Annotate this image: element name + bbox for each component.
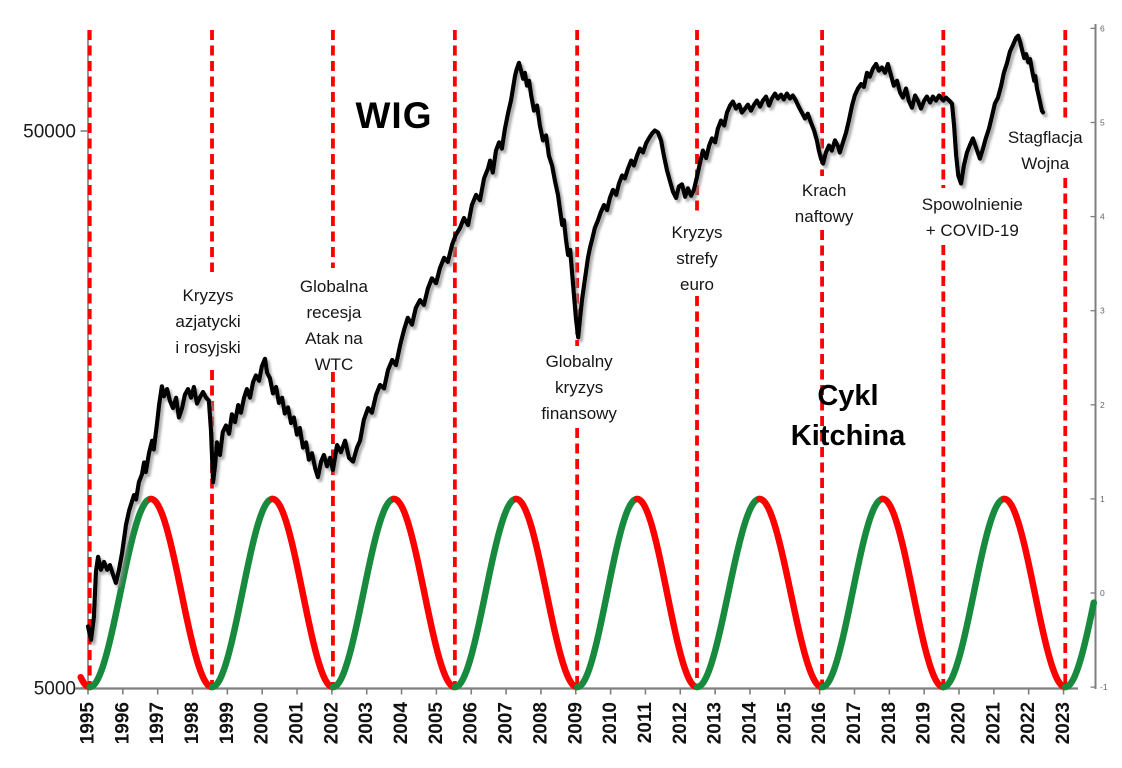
annotation-globalna-recesja-wtc: Globalna recesja Atak na WTC	[300, 274, 368, 378]
x-axis-year-label: 2012	[670, 702, 691, 744]
x-axis-year-label: 2015	[774, 702, 795, 745]
kitchin-cycle-segment	[208, 495, 276, 691]
x-axis-year-label: 2018	[879, 702, 900, 744]
annotation-krach-naftowy: Krach naftowy	[795, 178, 854, 230]
kitchin-cycle-segment	[940, 495, 1007, 691]
annotation-line: recesja	[306, 303, 362, 322]
kitchin-cycle-segment	[451, 495, 519, 691]
x-axis-year-label: 2019	[914, 702, 935, 744]
annotation-stagflacja-wojna: Stagflacja Wojna	[1003, 125, 1087, 177]
x-axis-year-label: 2010	[600, 702, 621, 744]
y-axis-right-label: 1	[1100, 494, 1105, 504]
x-axis-year-label: 2016	[809, 702, 830, 744]
x-axis-year-label: 2007	[496, 702, 517, 744]
y-axis-right-label: 4	[1100, 212, 1105, 222]
y-axis-right-label: 5	[1100, 118, 1105, 128]
kitchin-cycle-segment	[512, 495, 580, 691]
kitchin-cycle-segment	[693, 495, 762, 691]
x-axis-year-label: 1996	[112, 702, 133, 744]
kitchin-cycle-segment	[147, 495, 215, 691]
annotation-line: strefy	[676, 249, 718, 268]
x-axis-year-label: 2003	[356, 702, 377, 744]
annotation-line: Spowolnienie	[921, 195, 1023, 214]
kitchin-cycle-segment	[269, 495, 336, 691]
x-axis-year-label: 2002	[321, 702, 342, 744]
annotation-line: kryzys	[555, 378, 604, 397]
x-axis-year-label: 1995	[78, 702, 99, 745]
annotation-line: finansowy	[541, 404, 617, 423]
kitchin-cycle-label: Cykl Kitchina	[791, 376, 905, 456]
annotation-line: Wojna	[1021, 154, 1070, 173]
annotation-kryzys-strefy-euro: Kryzys strefy euro	[672, 220, 723, 298]
x-axis-year-label: 2023	[1053, 702, 1074, 744]
kitchin-cycle-segment	[818, 495, 886, 691]
x-axis-year-label: 2000	[252, 702, 273, 744]
x-axis-year-label: 2004	[391, 702, 412, 745]
annotation-line: + COVID-19	[925, 221, 1019, 240]
kitchin-cycle-label-line1: Cykl	[817, 380, 879, 412]
x-axis-year-label: 2020	[949, 702, 970, 744]
kitchin-cycle-segment	[879, 495, 946, 691]
annotation-kryzys-azjatycki: Kryzys azjatycki i rosyjski	[175, 283, 240, 361]
annotation-line: WTC	[314, 355, 354, 374]
wig-price-line	[85, 33, 1046, 642]
annotation-line: naftowy	[794, 207, 854, 226]
kitchin-cycle-segment	[1001, 495, 1068, 691]
annotation-line: Atak na	[305, 329, 363, 348]
annotation-line: Globalny	[545, 352, 613, 371]
y-axis-right-label: -1	[1100, 682, 1108, 692]
annotation-line: Stagflacja	[1007, 128, 1083, 147]
y-axis-right-label: 0	[1100, 588, 1105, 598]
y-axis-right-label: 3	[1100, 306, 1105, 316]
x-axis-year-label: 2017	[844, 702, 865, 744]
kitchin-cycle-segment	[1062, 599, 1098, 691]
x-axis-year-label: 1998	[182, 702, 203, 744]
kitchin-cycle-segment	[329, 495, 397, 691]
annotation-spowolnienie-covid: Spowolnienie + COVID-19	[922, 192, 1023, 244]
x-axis-year-label: 2008	[530, 702, 551, 744]
chart-title-wig: WIG	[355, 95, 433, 136]
kitchin-cycle-segment	[756, 495, 825, 691]
annotation-line: i rosyjski	[175, 338, 241, 357]
x-axis-year-label: 2001	[287, 702, 308, 745]
annotation-line: Globalna	[299, 277, 368, 296]
y-axis-right-label: 6	[1100, 23, 1105, 33]
annotation-line: azjatycki	[175, 312, 241, 331]
annotation-line: Krach	[801, 181, 847, 200]
x-axis-year-label: 2005	[426, 702, 447, 745]
x-axis-year-label: 2011	[635, 702, 656, 744]
annotation-line: euro	[679, 275, 715, 294]
x-axis-year-label: 1999	[217, 702, 238, 744]
x-axis-year-label: 2013	[705, 702, 726, 744]
x-axis-year-label: 1997	[147, 702, 168, 744]
annotation-line: Kryzys	[671, 223, 723, 242]
x-axis-year-label: 2006	[461, 702, 482, 744]
kitchin-cycle-segment	[573, 495, 639, 691]
y-axis-right-label: 2	[1100, 400, 1105, 410]
x-axis-year-label: 2009	[565, 702, 586, 744]
kitchin-cycle-segment	[390, 495, 458, 691]
x-axis-year-label: 2021	[983, 702, 1004, 745]
kitchin-cycle-label-line2: Kitchina	[790, 420, 906, 452]
x-axis-year-label: 2022	[1018, 702, 1039, 744]
y-axis-left-label: 50000	[23, 122, 76, 143]
kitchin-cycle-segment	[633, 495, 699, 691]
kitchin-cycle-segment	[86, 495, 153, 691]
x-axis-year-label: 2014	[739, 702, 760, 745]
annotation-line: Kryzys	[182, 286, 234, 305]
annotation-globalny-kryzys-finansowy: Globalny kryzys finansowy	[541, 349, 617, 427]
y-axis-left-label: 5000	[34, 679, 76, 700]
